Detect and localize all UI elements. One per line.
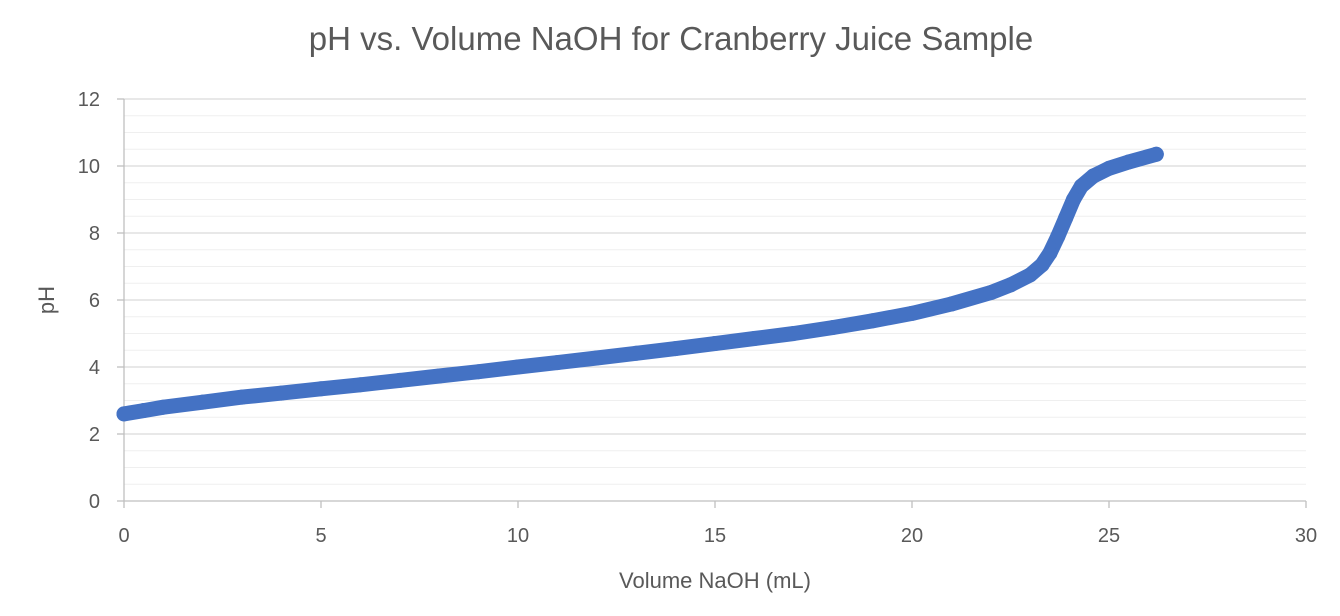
data-point (392, 372, 408, 388)
x-tick-label: 0 (118, 525, 129, 547)
y-tick-label: 8 (89, 223, 100, 245)
series-path (116, 146, 1164, 422)
data-point (116, 406, 132, 422)
data-point (786, 326, 802, 341)
data-point (155, 399, 171, 415)
data-point (1073, 178, 1089, 194)
y-tick-label: 0 (89, 491, 100, 513)
data-point (352, 377, 368, 393)
data-point (313, 381, 329, 397)
x-tick-label: 30 (1295, 525, 1317, 547)
data-point (825, 319, 841, 335)
data-point (746, 331, 762, 347)
data-point (1121, 154, 1137, 170)
data-point (431, 368, 447, 384)
data-point (234, 389, 250, 405)
series-line (116, 146, 1164, 422)
data-point (904, 305, 920, 321)
y-tick-label: 4 (89, 357, 100, 379)
data-point (628, 345, 644, 361)
data-point (195, 394, 211, 410)
data-point (1058, 210, 1074, 226)
data-point (1066, 192, 1082, 207)
data-point (471, 364, 487, 380)
y-axis-label: pH (34, 286, 59, 314)
data-point (1003, 277, 1018, 293)
data-point (136, 403, 152, 419)
data-point (1101, 160, 1117, 176)
data-point (943, 296, 959, 312)
data-point (549, 355, 565, 371)
y-tick-label: 10 (78, 156, 100, 178)
x-tick-label: 10 (507, 525, 529, 547)
data-point (1042, 245, 1058, 261)
data-point (983, 285, 999, 301)
data-points (116, 146, 1164, 422)
x-tick-label: 25 (1098, 525, 1120, 547)
data-point (707, 336, 723, 352)
data-point (668, 341, 684, 357)
data-point (1050, 228, 1066, 244)
y-tick-label: 6 (89, 290, 100, 312)
gridlines (124, 98, 1306, 485)
y-tick-label: 2 (89, 424, 100, 446)
x-tick-label: 15 (704, 525, 726, 547)
x-axis-label: Volume NaOH (mL) (619, 568, 811, 593)
y-tick-label: 12 (78, 89, 100, 111)
data-point (865, 313, 881, 329)
x-axis-ticks: 0 5 10 15 20 25 30 (118, 501, 1317, 547)
data-point (589, 350, 605, 366)
y-axis-ticks: 0 2 4 6 8 10 12 (78, 89, 124, 513)
data-point (1148, 146, 1164, 162)
data-point (1034, 257, 1050, 273)
data-point (1085, 168, 1101, 184)
data-point (274, 385, 290, 401)
x-tick-label: 20 (901, 525, 923, 547)
data-point (1022, 267, 1038, 283)
data-point (510, 359, 526, 375)
chart-title: pH vs. Volume NaOH for Cranberry Juice S… (309, 20, 1033, 57)
x-tick-label: 5 (315, 525, 326, 547)
